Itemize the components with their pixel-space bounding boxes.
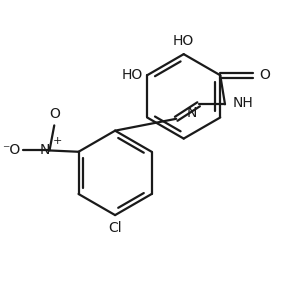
Text: ⁻O: ⁻O	[2, 144, 20, 157]
Text: N: N	[39, 144, 50, 157]
Text: NH: NH	[232, 96, 253, 110]
Text: Cl: Cl	[108, 221, 122, 235]
Text: +: +	[53, 136, 62, 146]
Text: O: O	[259, 68, 270, 82]
Text: HO: HO	[121, 68, 142, 82]
Text: HO: HO	[173, 34, 194, 48]
Text: O: O	[49, 107, 60, 121]
Text: N: N	[187, 105, 197, 120]
